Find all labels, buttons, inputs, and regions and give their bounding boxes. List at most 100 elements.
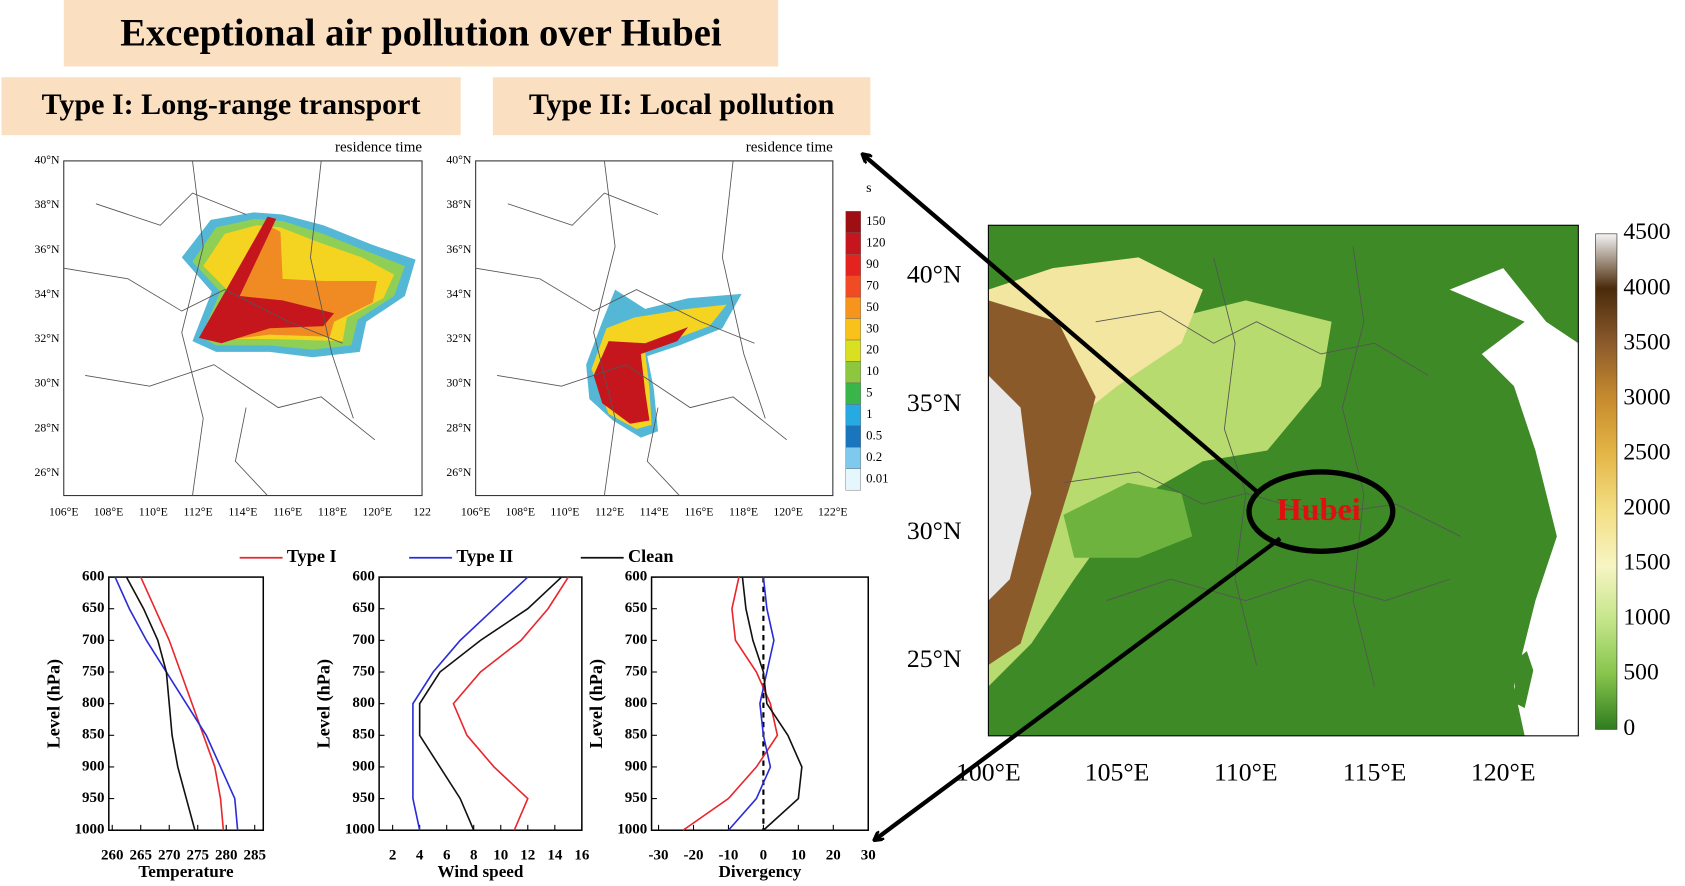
colorbar-segment	[845, 447, 861, 469]
y-tick-label: 1000	[345, 822, 375, 838]
lat-label: 40°N	[907, 260, 962, 289]
y-tick-label: 700	[352, 632, 374, 648]
y-tick-label: 950	[625, 790, 648, 806]
panel-label: Type I: Long-range transport	[42, 88, 421, 121]
boundary	[95, 192, 247, 226]
lat-label: 36°N	[446, 242, 471, 256]
x-tick-label: 16	[574, 847, 590, 863]
y-tick-label: 750	[625, 663, 648, 679]
colorbar-segment	[845, 361, 861, 384]
boundary	[507, 192, 659, 226]
boundary	[497, 364, 787, 441]
y-tick-label: 650	[625, 600, 648, 616]
x-tick-label: 12	[520, 847, 535, 863]
lon-label: 120°E	[773, 504, 803, 518]
arrow	[875, 536, 1282, 839]
lon-label: 112°E	[184, 504, 213, 518]
lon-label: 115°E	[1343, 757, 1407, 786]
colorbar-label: 50	[866, 300, 879, 314]
profile-line	[125, 576, 196, 831]
lat-label: 30°N	[446, 376, 471, 390]
map-frame	[475, 160, 834, 497]
colorbar-label: 0.5	[866, 429, 882, 443]
y-tick-label: 600	[82, 569, 105, 585]
colorbar-label: 150	[866, 214, 885, 228]
colorbar-label: 120	[866, 235, 885, 249]
lon-label: 122	[413, 504, 431, 518]
x-tick-label: 280	[215, 847, 238, 863]
lon-label: 118°E	[318, 504, 347, 518]
y-tick-label: 900	[625, 758, 648, 774]
x-tick-label: 6	[443, 847, 451, 863]
y-tick-label: 600	[625, 569, 648, 585]
boundary	[721, 160, 766, 419]
plot-frame	[378, 576, 583, 831]
boundary	[310, 160, 354, 419]
region-label: Hubei	[1277, 491, 1361, 527]
colorbar-segment	[845, 339, 861, 362]
lon-label: 114°E	[228, 504, 257, 518]
boundary	[475, 267, 755, 344]
panel-label: Type II: Local pollution	[529, 88, 835, 121]
panel-box	[1, 77, 461, 136]
colorbar-label: 10	[866, 364, 879, 378]
lon-label: 106°E	[461, 504, 491, 518]
colorbar-label: 1	[866, 407, 872, 421]
plume	[586, 289, 742, 438]
colorbar-label: 0	[1623, 715, 1635, 741]
legend-label: Clean	[628, 546, 674, 566]
lon-label: 106°E	[49, 504, 79, 518]
x-tick-label: -20	[684, 847, 704, 863]
y-tick-label: 650	[82, 600, 105, 616]
x-tick-label: 265	[129, 847, 152, 863]
y-tick-label: 850	[625, 727, 648, 743]
x-tick-label: 10	[791, 847, 806, 863]
lon-label: 100°E	[956, 757, 1021, 786]
map-frame	[63, 160, 423, 497]
boundary	[85, 364, 376, 441]
profile-line	[682, 576, 779, 831]
x-tick-label: 0	[760, 847, 768, 863]
x-tick-label: 270	[158, 847, 181, 863]
boundary	[593, 160, 616, 496]
y-tick-label: 800	[82, 695, 105, 711]
colorbar-segment	[845, 468, 861, 491]
lat-label: 25°N	[907, 644, 962, 673]
y-tick-label: 850	[352, 727, 374, 743]
boundary	[63, 267, 343, 344]
profile-line	[727, 576, 775, 831]
y-axis-label: Level (hPa)	[43, 659, 64, 749]
profile-line	[139, 576, 225, 831]
lon-label: 112°E	[595, 504, 624, 518]
profile-line	[114, 576, 239, 831]
colorbar-label: 30	[866, 321, 879, 335]
colorbar-segment	[845, 296, 861, 319]
lat-label: 36°N	[34, 242, 59, 256]
y-tick-label: 850	[82, 727, 105, 743]
y-tick-label: 650	[352, 600, 374, 616]
x-tick-label: 10	[493, 847, 508, 863]
y-tick-label: 800	[352, 695, 374, 711]
boundary	[234, 407, 268, 496]
colorbar-label: 5	[866, 386, 872, 400]
map-caption: residence time	[746, 139, 833, 155]
lon-label: 110°E	[139, 504, 168, 518]
colorbar-segment	[845, 211, 861, 233]
colorbar-segment	[845, 232, 861, 255]
y-axis-label: Level (hPa)	[314, 659, 335, 749]
lon-label: 120°E	[362, 504, 392, 518]
y-tick-label: 750	[82, 663, 105, 679]
lat-label: 40°N	[34, 153, 59, 167]
profile-line	[452, 576, 570, 831]
y-tick-label: 950	[352, 790, 374, 806]
y-tick-label: 950	[82, 790, 105, 806]
lon-label: 110°E	[550, 504, 579, 518]
x-tick-label: 4	[416, 847, 424, 863]
colorbar-label: 4500	[1623, 219, 1670, 245]
colorbar-label: 90	[866, 257, 879, 271]
lat-label: 28°N	[446, 420, 471, 434]
lon-label: 120°E	[1471, 757, 1536, 786]
lon-label: 118°E	[729, 504, 758, 518]
